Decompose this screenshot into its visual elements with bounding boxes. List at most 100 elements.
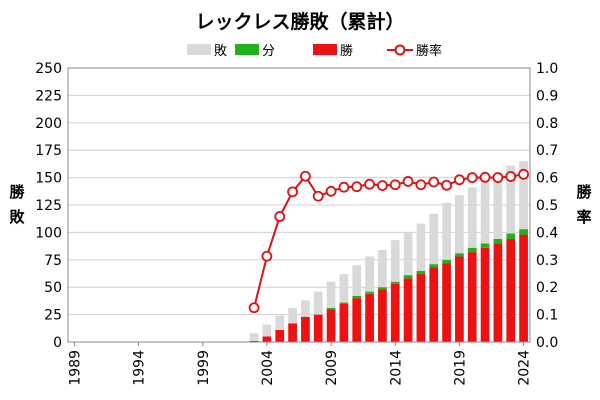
bar-loss <box>519 161 528 230</box>
bar-win <box>493 243 503 342</box>
bar-loss <box>288 308 297 324</box>
bar-win <box>352 298 362 342</box>
bar-win <box>429 267 439 342</box>
bar-win <box>249 340 259 342</box>
legend-swatch-win <box>313 44 337 55</box>
bar-win <box>442 263 451 342</box>
rate-point <box>492 172 504 184</box>
bar-loss <box>352 265 362 296</box>
right-tick-label: 0.2 <box>536 280 558 296</box>
bar-loss <box>403 232 413 276</box>
bar-draw <box>365 291 374 294</box>
bar-draw <box>506 233 516 239</box>
left-axis-title-1: 勝 <box>9 183 25 201</box>
rate-line <box>248 168 529 314</box>
bar-loss <box>480 180 490 244</box>
rate-point <box>505 171 517 182</box>
right-axis-title-2: 率 <box>576 208 591 226</box>
rate-point <box>377 180 388 191</box>
x-tick-label: 2024 <box>517 350 533 386</box>
bar-draw <box>429 264 439 268</box>
left-tick-label: 150 <box>35 171 62 187</box>
bar-loss <box>365 256 374 292</box>
bar-loss <box>429 213 439 265</box>
x-tick-label: 2009 <box>324 350 340 386</box>
bar-win <box>455 256 464 342</box>
right-tick-label: 0.6 <box>536 171 558 187</box>
bars <box>249 161 528 342</box>
bar-draw <box>390 281 400 284</box>
bar-loss <box>326 281 336 309</box>
right-tick-label: 0.3 <box>536 253 558 269</box>
rate-point <box>338 181 350 193</box>
bar-draw <box>467 247 477 253</box>
legend-swatch-loss <box>187 44 211 55</box>
right-tick-label: 0.7 <box>536 143 558 159</box>
bar-win <box>506 238 516 342</box>
bar-win <box>403 278 413 342</box>
left-tick-label: 250 <box>35 61 62 77</box>
bar-loss <box>467 187 477 248</box>
bar-loss <box>262 324 272 337</box>
bar-win <box>416 274 426 342</box>
bar-loss <box>493 172 503 239</box>
x-tick-label: 1994 <box>132 350 148 386</box>
bar-win <box>301 316 310 342</box>
bar-win <box>378 289 387 342</box>
left-tick-label: 50 <box>44 280 62 296</box>
legend-label-rate: 勝率 <box>416 43 442 59</box>
rate-point <box>248 302 260 314</box>
bar-win <box>467 252 477 342</box>
left-tick-label: 25 <box>44 308 62 324</box>
right-tick-label: 0.4 <box>536 225 558 241</box>
x-tick-label: 2004 <box>260 350 276 386</box>
bar-loss <box>416 223 426 271</box>
bar-loss <box>301 300 310 317</box>
bar-loss <box>455 195 464 254</box>
rate-point <box>415 179 427 191</box>
left-axis-ticks: 0 25 50 75 100 125 150 175 200 225 250 <box>35 61 62 351</box>
right-tick-label: 0.8 <box>536 116 558 132</box>
left-tick-label: 175 <box>35 143 62 159</box>
bar-win <box>313 314 323 342</box>
rate-point <box>287 186 298 198</box>
bar-win <box>262 336 272 342</box>
right-tick-label: 1.0 <box>536 61 558 77</box>
bar-win <box>326 309 336 342</box>
rate-point <box>312 190 324 202</box>
bar-win <box>339 303 349 342</box>
rate-point <box>325 185 337 197</box>
bar-draw <box>455 253 464 257</box>
bar-loss <box>390 240 400 282</box>
right-tick-label: 0.5 <box>536 198 558 214</box>
legend-label-loss: 敗 <box>214 44 227 59</box>
left-tick-label: 125 <box>35 198 62 214</box>
x-axis-ticks: 1989 1994 1999 2004 2009 2014 2019 2024 <box>67 342 533 386</box>
rate-point <box>364 178 375 190</box>
rate-point <box>479 171 491 183</box>
x-tick-label: 1989 <box>67 350 83 386</box>
bar-draw <box>493 238 503 244</box>
bar-win <box>480 247 490 342</box>
rate-point <box>402 176 414 187</box>
bar-win <box>275 329 285 342</box>
rate-point <box>274 211 286 222</box>
bar-draw <box>403 275 413 279</box>
rate-point <box>261 250 273 262</box>
bar-draw <box>442 259 451 264</box>
right-tick-label: 0.9 <box>536 88 558 104</box>
bar-loss <box>339 274 349 303</box>
left-tick-label: 100 <box>35 225 62 241</box>
left-axis-title-2: 敗 <box>9 208 25 226</box>
left-tick-label: 75 <box>44 253 62 269</box>
rate-point <box>518 168 529 180</box>
bar-loss <box>442 202 451 260</box>
bar-loss <box>378 249 387 288</box>
bar-win <box>519 234 528 342</box>
bar-draw <box>519 229 528 235</box>
left-tick-label: 0 <box>53 335 62 351</box>
bar-loss <box>275 315 285 330</box>
chart-title: レックレス勝敗（累計） <box>195 10 404 33</box>
right-axis-ticks: 0.0 0.1 0.2 0.3 0.4 0.5 0.6 0.7 0.8 0.9 1.0 <box>536 61 558 351</box>
